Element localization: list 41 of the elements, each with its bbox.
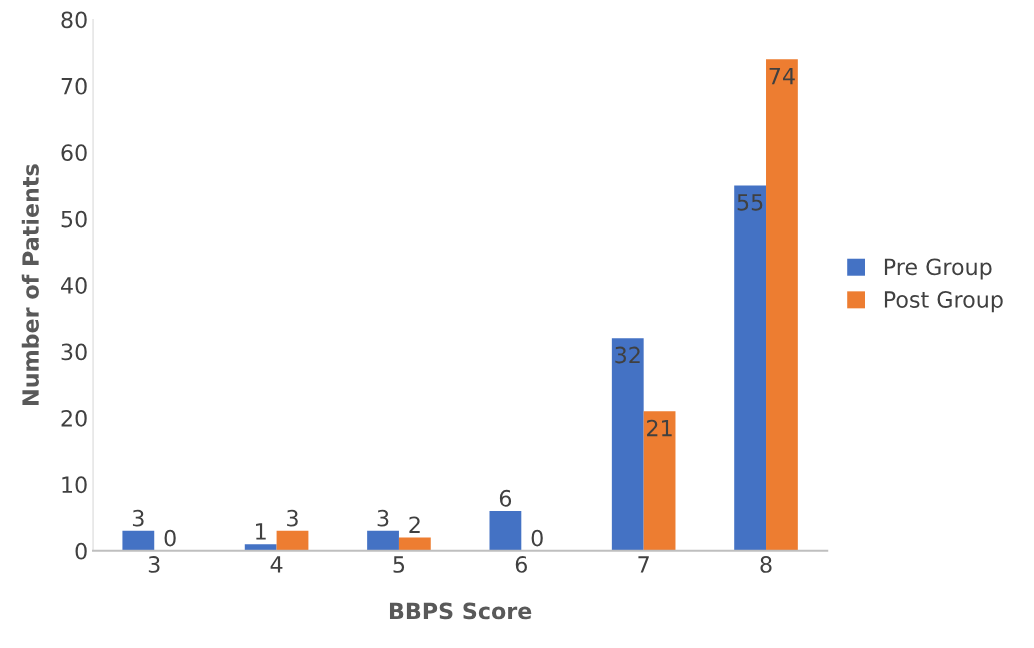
- x-tick-label: 3: [148, 556, 160, 573]
- data-label: 2: [409, 516, 420, 533]
- y-tick-label: 30: [61, 343, 87, 361]
- bar: [734, 185, 767, 551]
- legend-label: Pre Group: [884, 258, 992, 280]
- x-tick-label: 8: [760, 556, 772, 573]
- bar: [643, 411, 676, 551]
- x-tick-label: 6: [515, 556, 527, 573]
- bar: [611, 338, 644, 551]
- bar: [276, 530, 309, 551]
- x-tick-label: 7: [638, 556, 649, 573]
- y-axis-title: Number of Patients: [21, 164, 39, 405]
- y-tick-label: 70: [61, 77, 87, 95]
- x-tick-label: 5: [393, 556, 405, 573]
- bar: [766, 59, 798, 551]
- data-label: 55: [737, 194, 763, 211]
- y-tick-label: 0: [75, 542, 87, 560]
- x-axis-title: BBPS Score: [389, 602, 532, 620]
- bar: [489, 510, 522, 551]
- y-tick-label: 80: [61, 11, 87, 29]
- data-label: 21: [647, 419, 672, 437]
- legend-label: Post Group: [884, 291, 1003, 313]
- data-label: 32: [615, 346, 640, 364]
- bar: [122, 530, 155, 551]
- data-label: 74: [769, 67, 795, 85]
- bar: [244, 544, 277, 551]
- data-label: 3: [132, 509, 144, 527]
- y-tick-label: 40: [61, 277, 87, 294]
- data-label: 1: [256, 523, 266, 540]
- data-label: 0: [164, 529, 176, 547]
- y-tick-label: 10: [62, 476, 87, 494]
- data-label: 0: [531, 529, 543, 547]
- y-tick-label: 60: [61, 144, 87, 162]
- y-tick-label: 20: [61, 409, 87, 427]
- data-label: 3: [287, 509, 298, 527]
- x-tick-label: 4: [270, 556, 283, 573]
- bar: [398, 537, 431, 551]
- data-label: 3: [377, 509, 389, 527]
- bar: [367, 530, 399, 551]
- data-label: 6: [499, 489, 512, 507]
- y-tick-label: 50: [61, 210, 87, 228]
